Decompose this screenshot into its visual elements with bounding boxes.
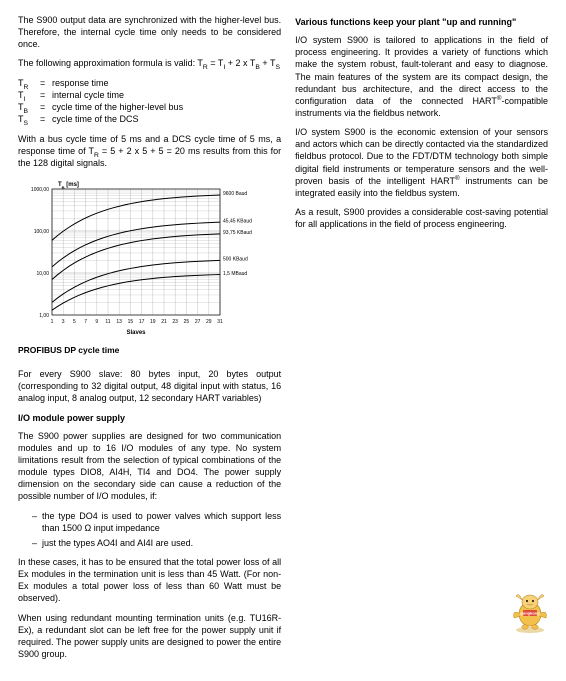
svg-text:1: 1 [51,319,54,325]
svg-text:31: 31 [217,319,223,325]
example-paragraph: With a bus cycle time of 5 ms and a DCS … [18,133,281,169]
svg-text:100,00: 100,00 [34,229,50,235]
mascot-icon: gongkong [508,590,552,634]
svg-text:9600 Baud: 9600 Baud [223,191,247,197]
svg-text:5: 5 [73,319,76,325]
svg-text:93,75 KBaud: 93,75 KBaud [223,229,252,235]
svg-text:27: 27 [195,319,201,325]
svg-text:10,00: 10,00 [36,271,49,277]
svg-text:19: 19 [150,319,156,325]
svg-text:29: 29 [206,319,212,325]
svg-text:11: 11 [105,319,110,325]
chart-caption: PROFIBUS DP cycle time [18,345,281,356]
svg-text:23: 23 [172,319,178,325]
profibus-chart: 1,0010,00100,001000,00135791113151719212… [18,177,281,340]
svg-text:1,00: 1,00 [39,313,49,319]
svg-text:TB [ms]: TB [ms] [58,182,79,190]
power-conditions-list: the type DO4 is used to power valves whi… [32,510,281,549]
svg-text:25: 25 [184,319,190,325]
io-power-heading: I/O module power supply [18,412,281,424]
svg-text:15: 15 [128,319,134,325]
list-item: the type DO4 is used to power valves whi… [32,510,281,534]
economic-paragraph: I/O system S900 is the economic extensio… [295,126,548,199]
functions-heading: Various functions keep your plant "up an… [295,16,548,28]
svg-text:17: 17 [139,319,145,325]
svg-text:7: 7 [84,319,87,325]
svg-text:Slaves: Slaves [126,330,146,336]
variable-definitions: TR=response time TI=internal cycle time … [18,77,281,126]
power-loss-paragraph: In these cases, it has to be ensured tha… [18,556,281,605]
slave-bytes-paragraph: For every S900 slave: 80 bytes input, 20… [18,368,281,404]
tailored-paragraph: I/O system S900 is tailored to applicati… [295,34,548,119]
svg-text:500 KBaud: 500 KBaud [223,256,248,262]
svg-text:45,45 KBaud: 45,45 KBaud [223,218,252,224]
svg-text:3: 3 [62,319,65,325]
svg-text:21: 21 [161,319,167,325]
redundant-paragraph: When using redundant mounting terminatio… [18,612,281,661]
formula-paragraph: The following approximation formula is v… [18,57,281,69]
svg-text:13: 13 [116,319,122,325]
power-supply-paragraph: The S900 power supplies are designed for… [18,430,281,503]
svg-text:9: 9 [95,319,98,325]
svg-text:gongkong: gongkong [520,611,540,616]
sync-paragraph: The S900 output data are synchronized wi… [18,14,281,50]
svg-text:1,5 MBaud: 1,5 MBaud [223,271,247,277]
svg-text:1000,00: 1000,00 [31,187,49,193]
result-paragraph: As a result, S900 provides a considerabl… [295,206,548,230]
list-item: just the types AO4I and AI4I are used. [32,537,281,549]
